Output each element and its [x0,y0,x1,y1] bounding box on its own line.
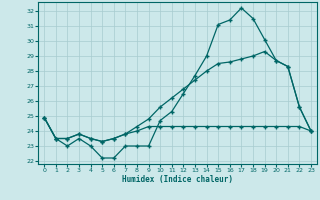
X-axis label: Humidex (Indice chaleur): Humidex (Indice chaleur) [122,175,233,184]
